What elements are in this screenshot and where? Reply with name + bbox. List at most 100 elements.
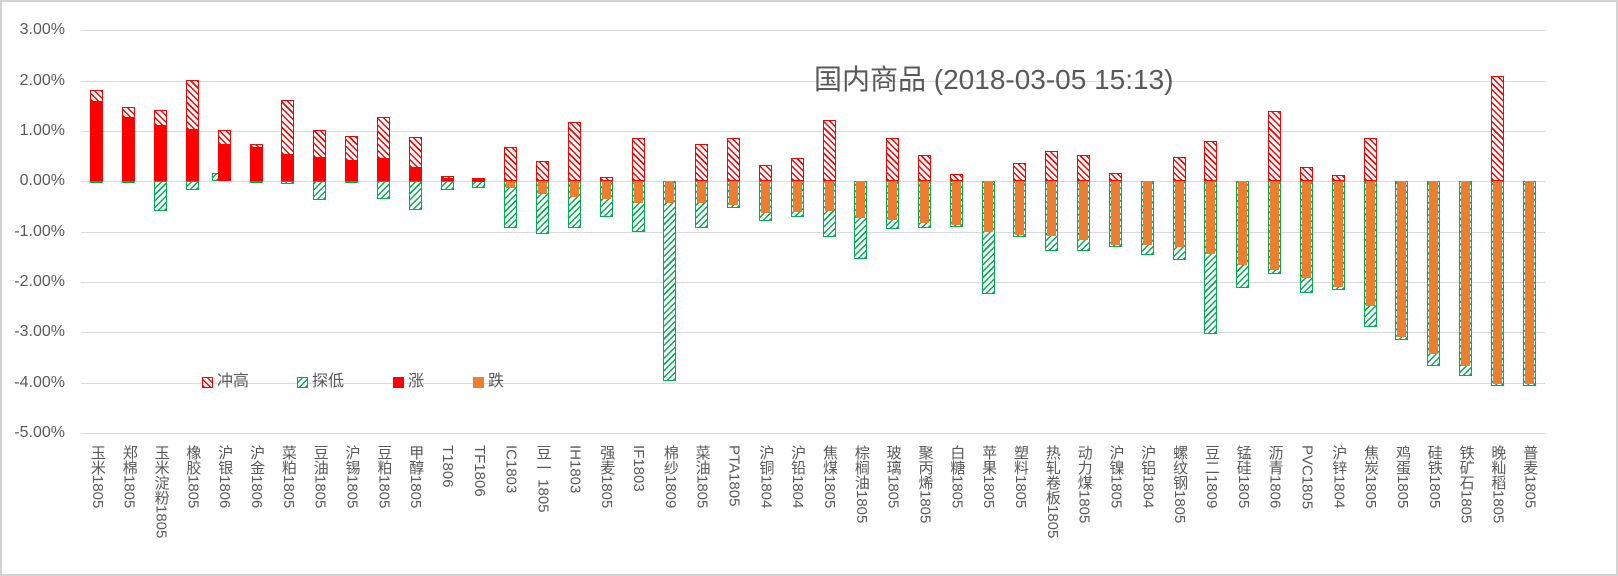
gridline (81, 281, 1545, 283)
bar-high-segment (1331, 174, 1345, 182)
legend-item-1: 冲高 (202, 374, 249, 390)
bar-low-segment (154, 181, 168, 211)
bar-up-segment (154, 125, 168, 182)
bar-high-segment (345, 136, 359, 162)
bar-down-segment (1238, 181, 1248, 265)
bar-high-segment (1077, 154, 1091, 182)
bar-down-segment (1270, 181, 1280, 271)
x-axis-category-label: 菜油1805 (693, 445, 711, 509)
bar-up-segment (376, 159, 390, 182)
bar-high-segment (408, 137, 422, 169)
gridline (81, 382, 1545, 384)
x-axis-category-label: 沪铝1804 (1139, 445, 1157, 509)
bar-high-segment (949, 173, 963, 182)
x-axis-category-label: 玉米淀粉1805 (152, 445, 170, 539)
x-axis-category-label: TF1806 (470, 445, 488, 497)
bar-high-segment (1204, 140, 1218, 182)
bar-down-segment (1461, 181, 1471, 367)
bar-down-segment (760, 181, 770, 214)
x-axis-category-label: 聚丙烯1805 (916, 445, 934, 524)
bar-down-segment (1174, 181, 1184, 248)
x-axis-category-label: PTA1805 (725, 445, 743, 507)
bar-high-segment (313, 129, 327, 158)
x-axis-category-label: 沥青1806 (1266, 445, 1284, 509)
legend-swatch-icon (202, 376, 213, 388)
x-axis-category-label: 晚籼稻1805 (1489, 445, 1507, 524)
x-axis-category-label: 沪金1806 (248, 445, 266, 509)
x-axis-category-label: 硅铁1805 (1425, 445, 1443, 509)
gridline (81, 432, 1545, 434)
x-axis-category-label: IH1803 (566, 445, 584, 494)
bar-high-segment (1045, 151, 1059, 182)
x-axis-category-label: 棉纱1809 (661, 445, 679, 509)
bar-high-segment (504, 147, 518, 182)
bar-high-segment (1172, 157, 1186, 182)
bar-down-segment (506, 181, 516, 189)
bar-high-segment (727, 137, 740, 182)
bar-low-segment (249, 181, 263, 184)
bar-high-segment (281, 99, 295, 155)
bar-high-segment (249, 143, 263, 149)
bar-down-segment (1524, 181, 1534, 384)
bar-down-segment (1333, 181, 1343, 288)
gridline (81, 181, 1545, 183)
y-axis-tick-label: 2.00% (19, 71, 65, 89)
bar-down-segment (601, 181, 611, 200)
bar-up-segment (249, 148, 263, 182)
bar-down-segment (1110, 181, 1120, 245)
y-axis-tick-label: 0.00% (19, 172, 65, 190)
x-axis-category-label: 豆粕1805 (375, 445, 393, 509)
x-axis-category-label: 豆一 1805 (534, 445, 552, 513)
gridline (81, 30, 1545, 32)
gridline (81, 231, 1545, 233)
bar-high-segment (790, 157, 804, 182)
bar-down-segment (888, 181, 898, 221)
bar-high-segment (217, 129, 231, 146)
legend-item-4: 跌 (473, 374, 504, 390)
bar-low-segment (472, 181, 486, 189)
bar-down-segment (983, 181, 993, 233)
x-axis-category-label: 橡胶1805 (184, 445, 202, 509)
x-axis-category-label: 鸡蛋1805 (1393, 445, 1411, 509)
bar-down-segment (729, 181, 738, 206)
bar-high-segment (1299, 167, 1313, 182)
bar-high-segment (917, 154, 931, 182)
x-axis-category-label: IF1803 (630, 445, 648, 492)
bar-low-segment (345, 181, 359, 184)
bar-up-segment (313, 157, 327, 182)
bar-high-segment (1013, 163, 1027, 182)
x-axis-category-label: 苹果1805 (980, 445, 998, 509)
x-axis-category-label: 焦煤1805 (821, 445, 838, 509)
gridline (81, 131, 1545, 132)
bar-up-segment (440, 179, 454, 182)
legend-swatch-icon (297, 376, 308, 388)
bar-high-segment (1490, 75, 1504, 182)
chart-title: 国内商品 (2018-03-05 15:13) (814, 64, 1174, 95)
gridline (81, 80, 1545, 82)
bar-down-segment (856, 181, 866, 219)
bar-high-segment (154, 110, 168, 126)
bar-high-segment (472, 177, 486, 181)
legend-label: 冲高 (217, 373, 250, 390)
bar-down-segment (919, 181, 929, 224)
bar-down-segment (1015, 181, 1025, 235)
x-axis-category-label: 沪锌1804 (1330, 445, 1348, 509)
x-axis-category-label: 强麦1805 (598, 445, 616, 509)
bar-low-segment (376, 181, 390, 200)
x-axis-category-label: 螺纹钢1805 (1171, 445, 1189, 524)
bar-high-segment (631, 137, 645, 182)
bar-high-segment (122, 107, 136, 118)
x-axis-category-label: 沪锡1805 (343, 445, 361, 509)
bar-down-segment (1492, 181, 1502, 384)
y-axis-tick-label: -4.00% (14, 373, 65, 391)
bar-down-segment (569, 181, 579, 198)
x-axis-category-label: T1806 (439, 445, 457, 488)
x-axis-category-label: 沪镍1805 (1107, 445, 1125, 509)
bar-low-segment (440, 181, 454, 191)
x-axis-category-label: 菜粕1805 (279, 445, 297, 509)
bar-up-segment (217, 145, 231, 182)
legend-swatch-icon (393, 376, 404, 388)
bar-high-segment (599, 177, 613, 182)
x-axis-category-label: 玻璃1805 (884, 445, 902, 509)
bar-low-segment (122, 181, 136, 184)
